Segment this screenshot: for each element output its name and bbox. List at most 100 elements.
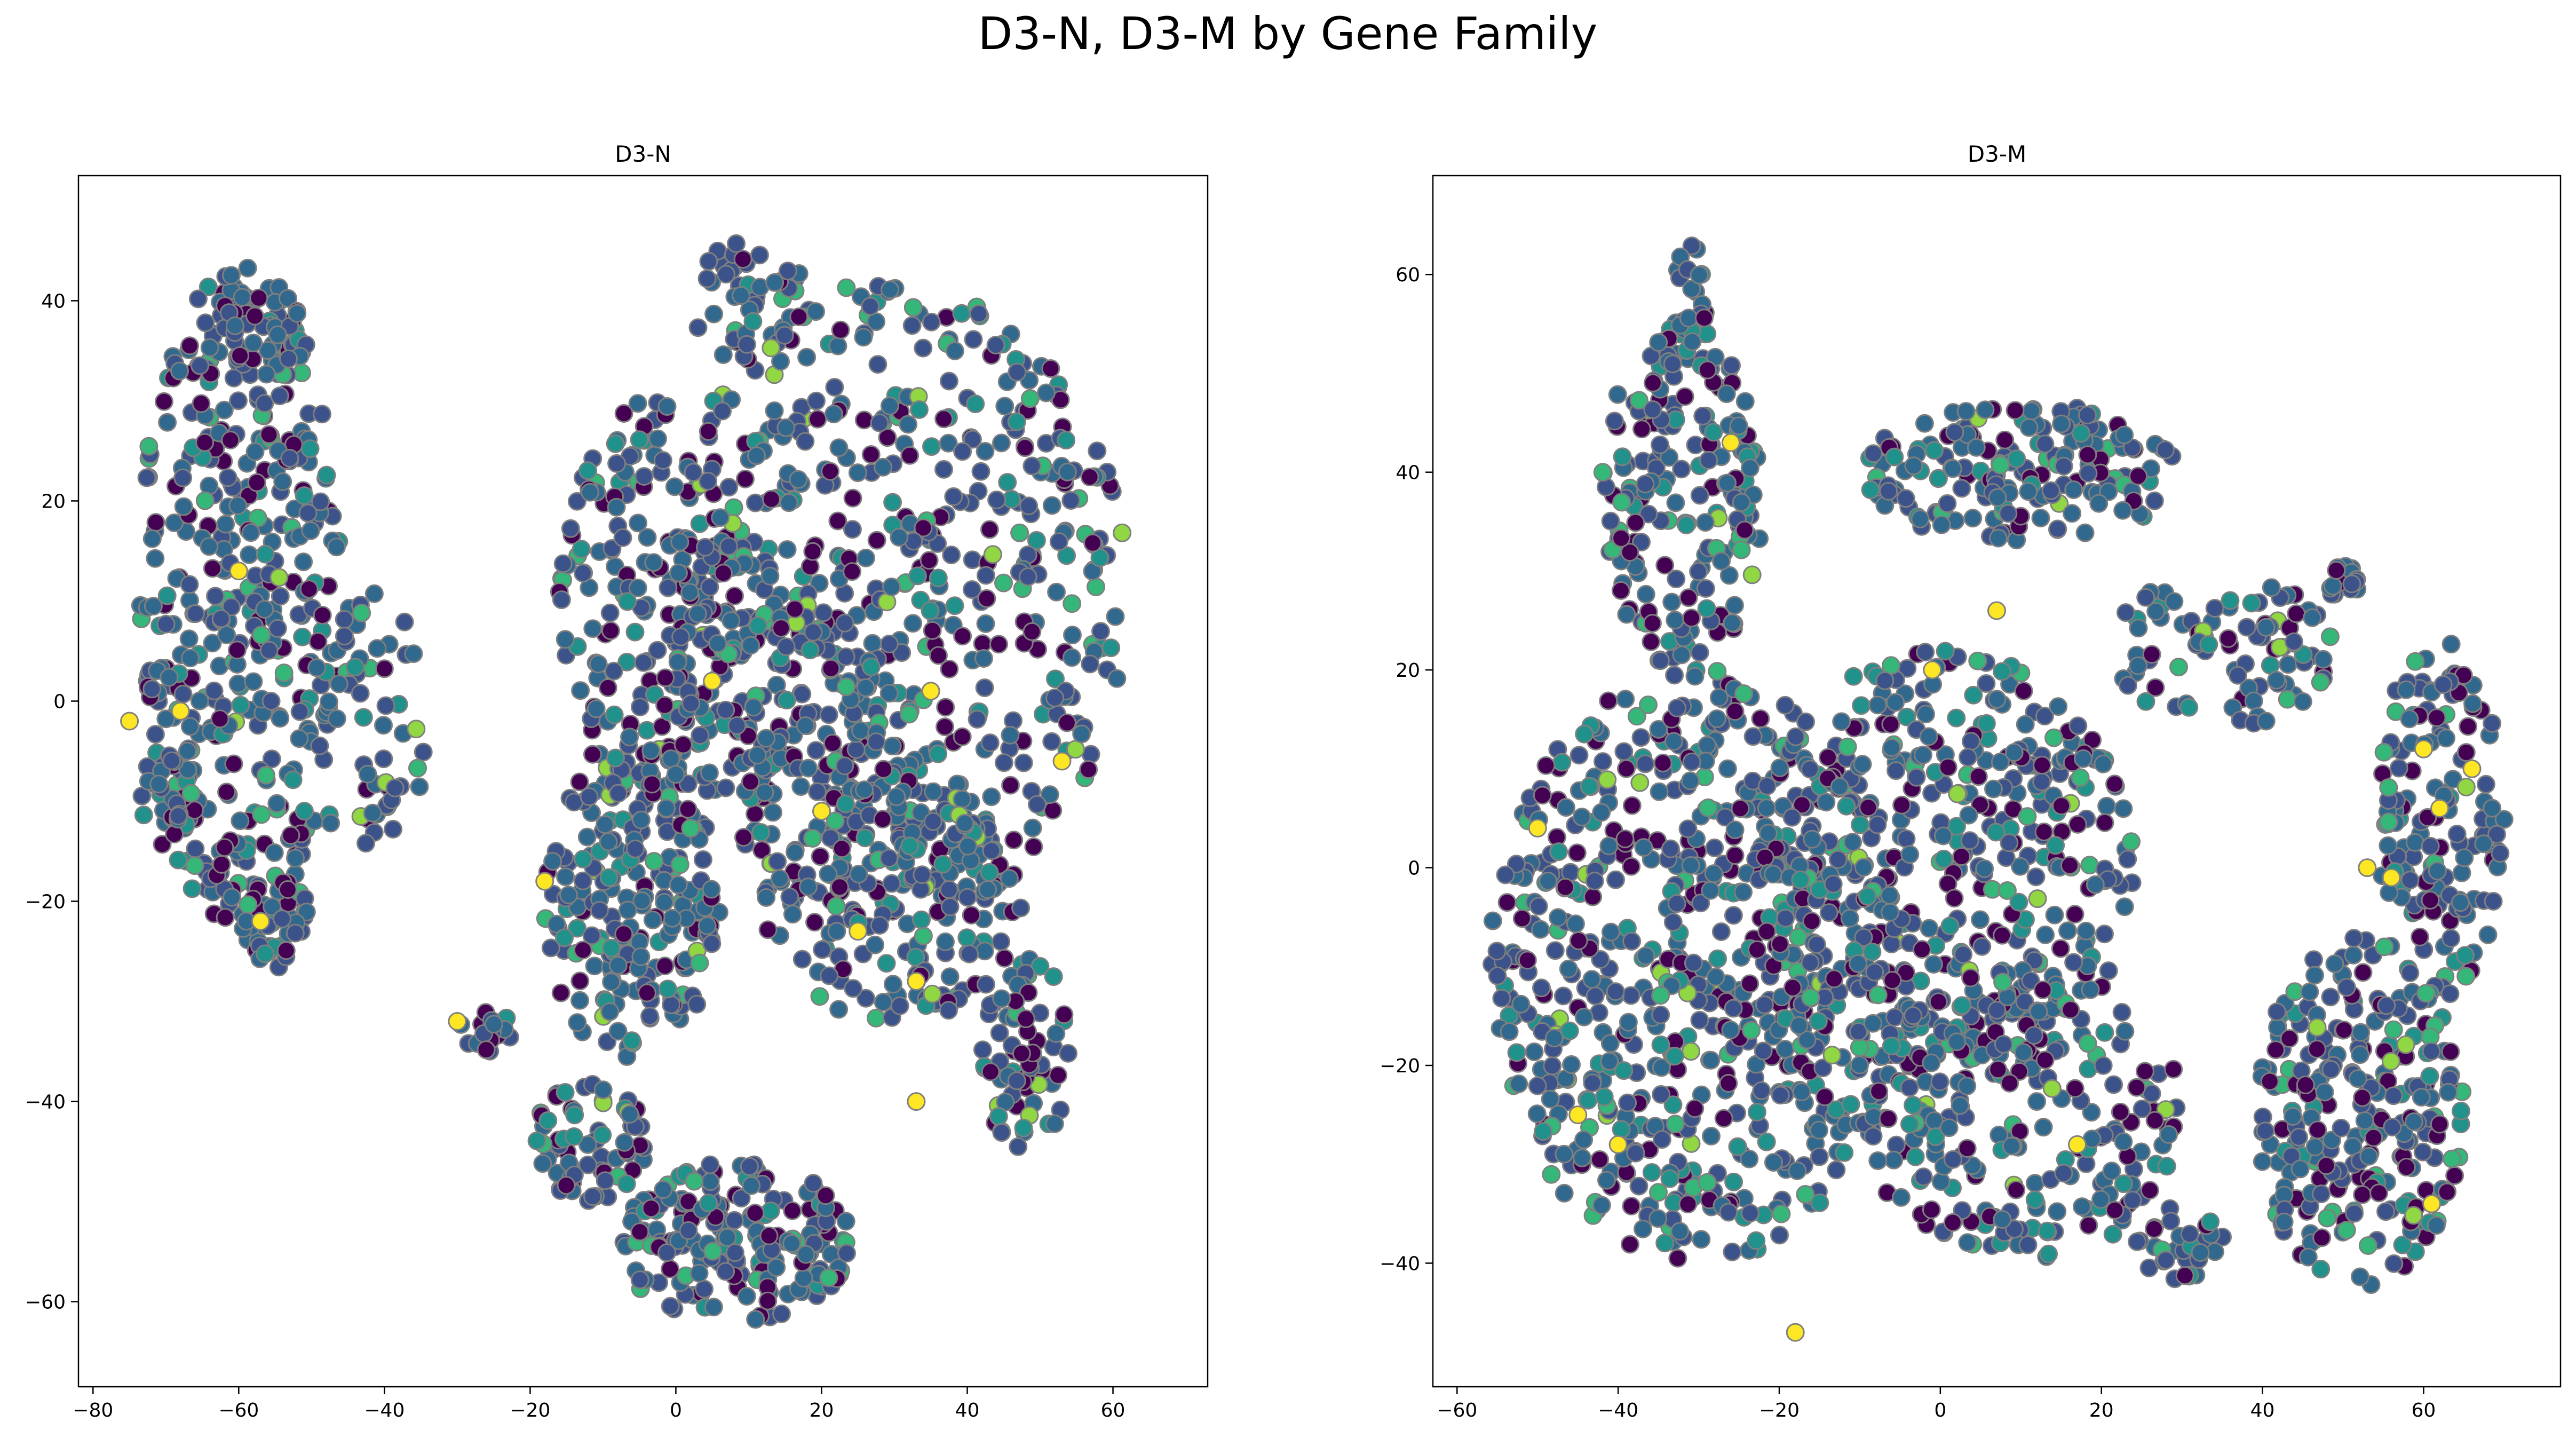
- scatter-point-1211: [1023, 456, 1042, 476]
- y-tick-label: −40: [1380, 1253, 1420, 1275]
- scatter-point-2214: [2384, 1020, 2403, 1039]
- scatter-point-1153: [881, 280, 900, 299]
- scatter-point-1757: [655, 892, 674, 912]
- scatter-point-2247: [2300, 982, 2319, 1001]
- scatter-point-1343: [796, 716, 815, 735]
- x-tick-label: 20: [810, 1400, 834, 1421]
- scatter-point-2000: [2400, 871, 2420, 890]
- scatter-point-1368: [2095, 925, 2114, 944]
- scatter-point-1339: [741, 636, 760, 655]
- scatter-point-2231: [2375, 937, 2394, 957]
- scatter-point-1947: [855, 780, 874, 800]
- scatter-point-864: [1651, 651, 1670, 670]
- scatter-point-2206: [2260, 1072, 2279, 1091]
- scatter-point-1053: [2019, 418, 2039, 437]
- scatter-point-1253: [1920, 919, 1939, 938]
- scatter-point-1132: [734, 828, 753, 847]
- scatter-point-1955: [873, 810, 892, 829]
- scatter-point-1424: [2118, 850, 2137, 869]
- scatter-point-413: [1792, 1083, 1811, 1101]
- scatter-point-1524: [598, 678, 617, 697]
- scatter-point-551: [1570, 746, 1589, 765]
- x-tick-label: −80: [73, 1400, 113, 1421]
- scatter-point-1379: [1862, 942, 1882, 961]
- scatter-point-636: [1487, 942, 1507, 961]
- scatter-point-595: [374, 716, 393, 735]
- scatter-point-1719: [555, 928, 574, 947]
- scatter-point-1109: [789, 470, 808, 489]
- scatter-point-1142: [1063, 648, 1081, 667]
- scatter-point-885: [982, 787, 1001, 807]
- scatter-point-56: [1631, 728, 1651, 747]
- scatter-point-142: [1555, 1183, 1574, 1203]
- scatter-point-2255: [2420, 1066, 2439, 1086]
- scatter-point-323: [195, 491, 215, 510]
- scatter-point-1143: [806, 302, 825, 321]
- scatter-point-589: [345, 658, 364, 677]
- scatter-point-1828: [2242, 594, 2261, 613]
- scatter-point-1312: [2035, 707, 2054, 726]
- scatter-point-395: [245, 442, 265, 461]
- scatter-point-366: [1650, 782, 1669, 801]
- scatter-point-1400: [737, 335, 756, 354]
- scatter-point-438: [1691, 894, 1710, 913]
- scatter-point-1790: [867, 1008, 885, 1028]
- scatter-point-1933: [2459, 717, 2478, 736]
- scatter-point-1339: [1964, 685, 1983, 705]
- scatter-point-1333: [700, 763, 719, 783]
- scatter-point-301: [174, 497, 193, 516]
- scatter-point-1419: [1996, 848, 2016, 867]
- scatter-point-1336: [748, 746, 767, 765]
- scatter-point-1205: [962, 580, 981, 599]
- scatter-point-1085: [940, 660, 959, 678]
- scatter-point-1780: [666, 765, 685, 784]
- scatter-point-2286: [527, 1131, 546, 1150]
- scatter-point-1052: [1061, 491, 1081, 510]
- scatter-point-825: [803, 542, 822, 561]
- scatter-point-381: [280, 448, 299, 468]
- scatter-point-637: [867, 531, 886, 550]
- scatter-point-1717: [2000, 1073, 2019, 1093]
- scatter-point-1625: [1957, 1077, 1977, 1096]
- scatter-point-1702: [2061, 1000, 2080, 1020]
- scatter-point-537: [149, 775, 169, 794]
- scatter-point-1525: [618, 592, 637, 611]
- scatter-point-161: [224, 754, 243, 773]
- scatter-point-1125: [882, 578, 901, 596]
- scatter-point-587: [1531, 920, 1550, 939]
- scatter-point-767: [764, 803, 782, 822]
- scatter-point-547: [1594, 752, 1612, 771]
- scatter-point-2213: [2268, 1002, 2287, 1022]
- scatter-point-1648: [2145, 1111, 2165, 1130]
- scatter-point-1199: [1023, 622, 1042, 641]
- scatter-point-1764: [631, 947, 651, 966]
- scatter-point-2299: [2175, 1266, 2194, 1285]
- scatter-point-1478: [1801, 953, 1820, 972]
- scatter-point-455: [1709, 688, 1729, 707]
- scatter-point-1139: [2080, 856, 2099, 875]
- scatter-point-1077: [1864, 444, 1883, 463]
- scatter-point-175: [180, 336, 199, 355]
- scatter-point-2250: [2430, 1115, 2449, 1134]
- scatter-point-823: [934, 460, 953, 479]
- scatter-point-688: [1087, 578, 1105, 596]
- scatter-point-1813: [813, 940, 832, 959]
- axes-frame-d3-n: [77, 175, 1209, 1388]
- scatter-point-419: [231, 811, 250, 831]
- scatter-point-1739: [661, 749, 680, 768]
- scatter-point-1995: [973, 1040, 992, 1060]
- scatter-point-1943: [958, 836, 978, 856]
- scatter-point-879: [1643, 614, 1662, 633]
- scatter-point-578: [1809, 1012, 1828, 1031]
- scatter-point-429: [217, 626, 236, 644]
- scatter-point-1668: [2039, 1244, 2058, 1263]
- scatter-point-1691: [640, 1007, 659, 1026]
- scatter-point-630: [1606, 982, 1625, 1001]
- scatter-point-1024: [1938, 494, 1957, 513]
- scatter-point-1277: [1859, 798, 1878, 817]
- scatter-point-1987: [2374, 742, 2393, 762]
- scatter-point-1535: [668, 652, 687, 671]
- scatter-point-1016: [934, 409, 954, 429]
- scatter-point-754: [1632, 420, 1651, 439]
- scatter-point-1192: [1776, 908, 1795, 928]
